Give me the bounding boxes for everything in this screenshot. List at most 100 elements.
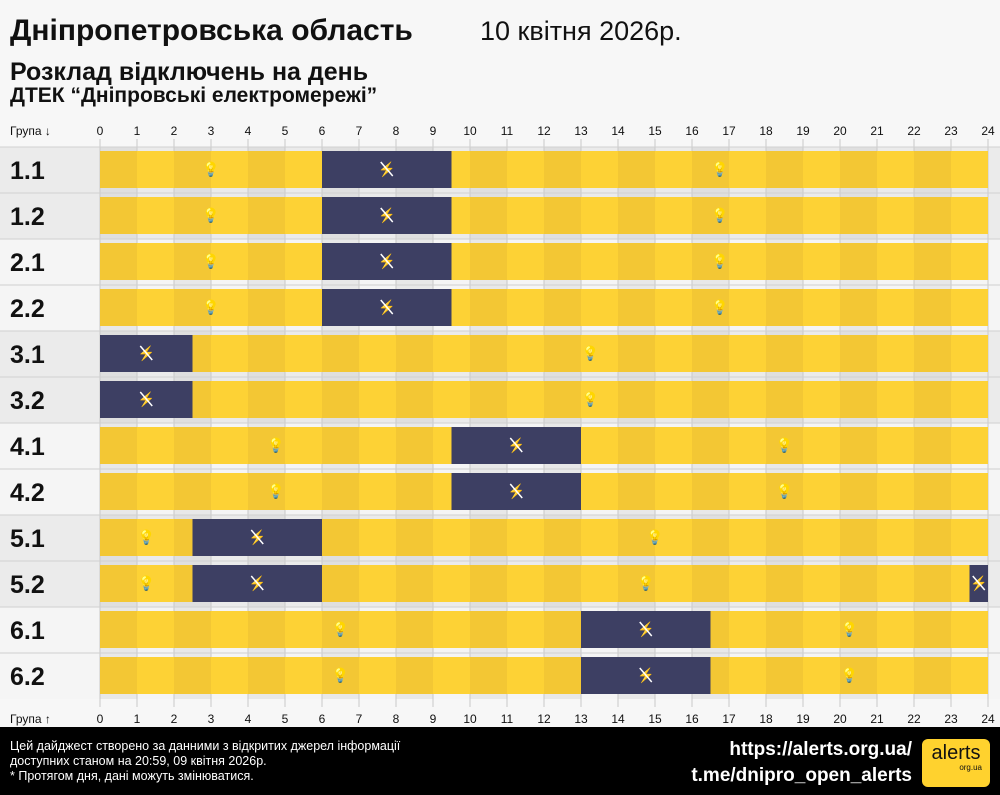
telegram-link[interactable]: t.me/dnipro_open_alerts <box>691 765 912 786</box>
power-on-segment <box>544 289 581 326</box>
power-on-segment <box>322 519 359 556</box>
region-title: Дніпропетровська область <box>10 14 413 47</box>
power-on-segment <box>507 335 544 372</box>
power-on-segment <box>692 381 729 418</box>
power-on-segment <box>618 427 655 464</box>
subtitle: Розклад відключень на день <box>10 58 369 86</box>
tick-label: 13 <box>574 712 588 726</box>
note-line: * Протягом дня, дані можуть змінюватися. <box>10 769 254 783</box>
power-on-segment <box>951 197 988 234</box>
power-on-segment <box>248 427 285 464</box>
power-on-segment <box>359 427 396 464</box>
power-on-segment <box>211 335 248 372</box>
tick-label: 5 <box>282 712 289 726</box>
power-on-segment <box>692 427 729 464</box>
lightbulb-icon: 💡 <box>138 529 155 546</box>
power-on-segment <box>914 335 951 372</box>
power-on-segment <box>618 519 655 556</box>
tick-label: 9 <box>430 712 437 726</box>
power-on-segment <box>285 335 322 372</box>
power-on-segment <box>544 657 581 694</box>
power-on-segment <box>359 657 396 694</box>
power-on-segment <box>914 243 951 280</box>
tick-label: 16 <box>685 124 699 138</box>
power-on-segment <box>729 611 766 648</box>
power-on-segment <box>581 473 618 510</box>
site-link[interactable]: https://alerts.org.ua/ <box>729 739 912 760</box>
tick-label: 19 <box>796 712 810 726</box>
power-on-segment <box>766 243 803 280</box>
no-power-icon-strike <box>380 207 394 223</box>
lightbulb-icon: 💡 <box>776 437 793 454</box>
no-power-icon-strike <box>139 391 153 407</box>
power-on-segment <box>359 565 396 602</box>
power-on-segment <box>914 427 951 464</box>
group-label: 4.1 <box>10 433 45 461</box>
power-on-segment <box>285 289 322 326</box>
tick-label: 20 <box>833 712 847 726</box>
power-on-segment <box>507 289 544 326</box>
tick-label: 17 <box>722 124 736 138</box>
power-on-segment <box>803 197 840 234</box>
power-on-segment <box>285 473 322 510</box>
footer-note: Цей дайджест створено за данними з відкр… <box>10 739 400 784</box>
power-on-segment <box>396 519 433 556</box>
power-on-segment <box>285 657 322 694</box>
no-power-icon-strike <box>250 529 264 545</box>
power-on-segment <box>100 565 137 602</box>
power-on-segment <box>137 289 174 326</box>
lightbulb-icon: 💡 <box>637 575 654 592</box>
power-on-segment <box>914 473 951 510</box>
lightbulb-icon: 💡 <box>202 253 219 270</box>
tick-label: 0 <box>97 712 104 726</box>
power-on-segment <box>877 335 914 372</box>
power-on-segment <box>729 381 766 418</box>
lightbulb-icon: 💡 <box>202 299 219 316</box>
power-on-segment <box>803 519 840 556</box>
lightbulb-icon: 💡 <box>202 161 219 178</box>
power-on-segment <box>507 151 544 188</box>
power-on-segment <box>100 427 137 464</box>
power-on-segment <box>729 335 766 372</box>
power-on-segment <box>951 611 988 648</box>
power-on-segment <box>544 611 581 648</box>
group-label: 2.2 <box>10 295 45 323</box>
power-on-segment <box>100 197 137 234</box>
power-on-segment <box>766 381 803 418</box>
power-on-segment <box>100 243 137 280</box>
tick-label: 6 <box>319 712 326 726</box>
power-on-segment <box>840 151 877 188</box>
power-on-segment <box>396 335 433 372</box>
tick-label: 19 <box>796 124 810 138</box>
power-on-segment <box>322 611 359 648</box>
power-on-segment <box>581 151 618 188</box>
lightbulb-icon: 💡 <box>332 667 349 684</box>
power-on-segment <box>544 565 581 602</box>
power-on-segment <box>840 381 877 418</box>
power-on-segment <box>877 473 914 510</box>
tick-label: 23 <box>944 124 958 138</box>
power-on-segment <box>248 335 285 372</box>
power-on-segment <box>285 427 322 464</box>
tick-label: 12 <box>537 712 551 726</box>
power-on-segment <box>655 243 692 280</box>
tick-label: 23 <box>944 712 958 726</box>
power-on-segment <box>137 611 174 648</box>
footer: Цей дайджест створено за данними з відкр… <box>0 727 1000 795</box>
tick-label: 11 <box>501 124 514 138</box>
power-on-segment <box>803 427 840 464</box>
tick-label: 9 <box>430 124 437 138</box>
power-on-segment <box>692 243 729 280</box>
axis-label: Група ↓ <box>10 124 51 138</box>
power-on-segment <box>211 243 248 280</box>
power-on-segment <box>433 519 470 556</box>
tick-label: 13 <box>574 124 588 138</box>
power-on-segment <box>914 565 951 602</box>
power-on-segment <box>914 519 951 556</box>
power-on-segment <box>877 657 914 694</box>
alerts-logo: alerts org.ua <box>922 739 990 787</box>
group-label: 2.1 <box>10 249 45 277</box>
lightbulb-icon: 💡 <box>711 161 728 178</box>
tick-label: 20 <box>833 124 847 138</box>
power-on-segment <box>766 197 803 234</box>
